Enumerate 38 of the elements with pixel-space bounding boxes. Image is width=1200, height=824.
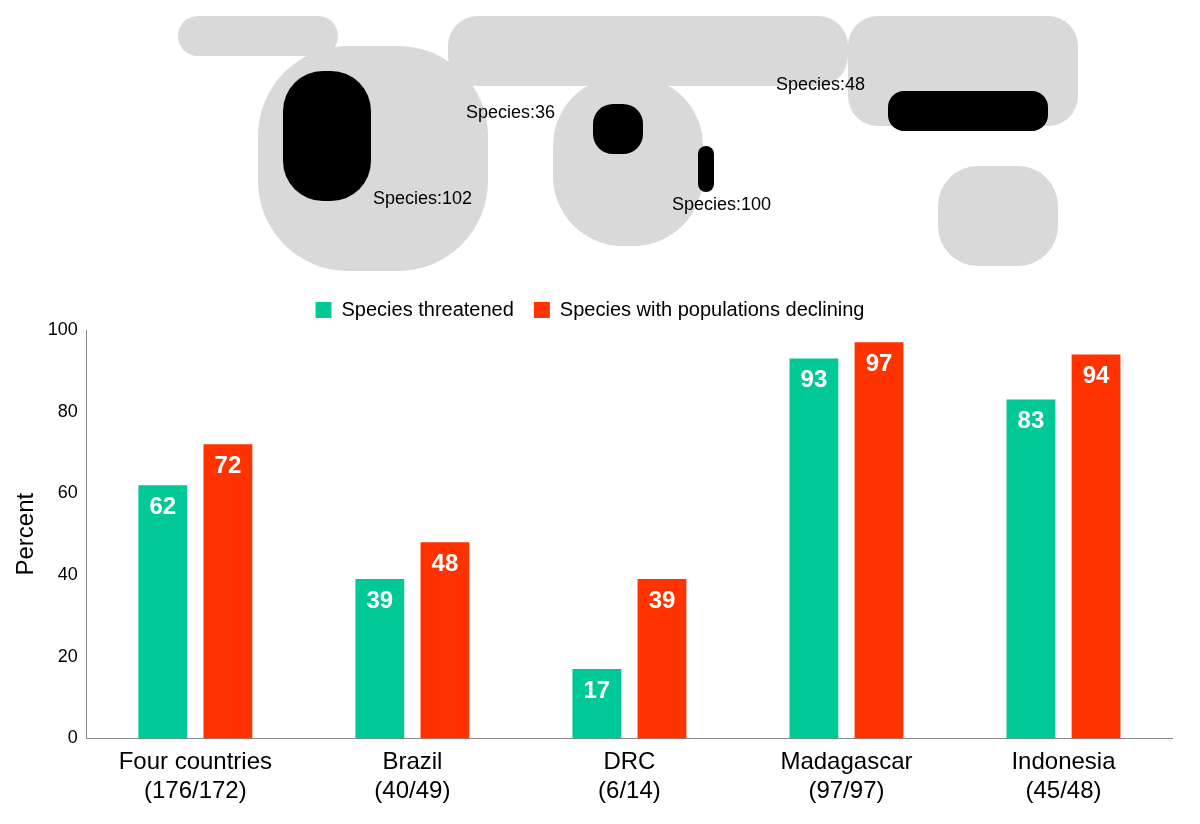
data-label: 39 — [648, 585, 676, 613]
y-axis-title: Percent — [11, 492, 39, 576]
text: Species:48 — [776, 74, 866, 95]
bar — [138, 485, 188, 739]
bar — [572, 668, 622, 739]
x-tick-label: Brazil (40/49) — [374, 747, 451, 804]
text: Species:36 — [466, 102, 556, 123]
data-label: 72 — [214, 450, 242, 478]
data-label: 94 — [1082, 361, 1111, 389]
bar — [1006, 399, 1056, 739]
bar — [355, 579, 405, 739]
x-tick-label: Madagascar (97/97) — [780, 747, 913, 804]
data-label: 83 — [1017, 406, 1045, 434]
data-label: 97 — [865, 348, 893, 376]
y-tick-label: 60 — [57, 482, 78, 503]
y-tick-label: 0 — [67, 727, 78, 748]
data-label: 48 — [431, 548, 459, 576]
x-tick-label: Four countries (176/172) — [118, 747, 273, 804]
text: Species:102 — [373, 188, 473, 209]
bar — [637, 579, 687, 739]
data-label: 93 — [800, 365, 828, 393]
data-label: 62 — [149, 491, 177, 519]
y-tick-label: 20 — [57, 645, 78, 666]
y-tick-label: 80 — [57, 400, 78, 421]
bar — [1071, 354, 1121, 739]
bar — [420, 542, 470, 739]
bar — [789, 358, 839, 739]
x-tick-label: DRC (6/14) — [598, 747, 661, 804]
x-tick-label: Indonesia (45/48) — [1011, 747, 1117, 804]
y-tick-label: 40 — [57, 564, 78, 585]
data-label: 39 — [366, 585, 394, 613]
legend-label: Species threatened — [341, 297, 514, 320]
bar — [854, 342, 904, 739]
data-label: 17 — [583, 675, 611, 703]
y-tick-label: 100 — [47, 318, 78, 339]
text: Species:100 — [672, 194, 772, 215]
legend-label: Species with populations declining — [559, 297, 865, 320]
bar — [203, 444, 253, 739]
